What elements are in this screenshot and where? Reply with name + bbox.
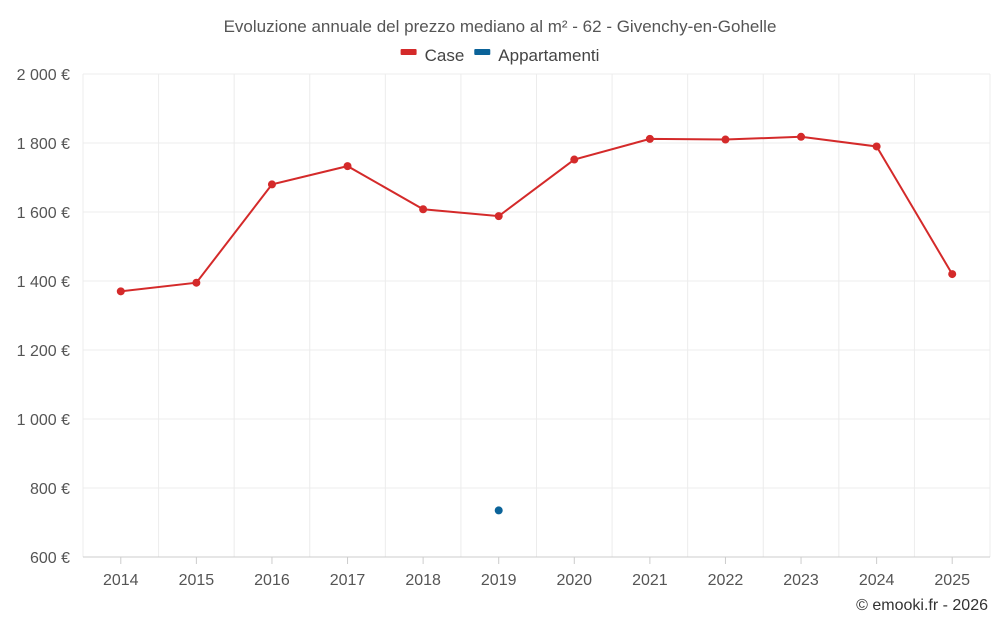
legend-item-case[interactable]: Case <box>400 46 465 65</box>
data-point-case-2018[interactable] <box>419 205 428 214</box>
legend-swatch <box>400 49 417 55</box>
y-axis: 600 € 800 € 1 000 € 1 200 € 1 400 € 1 600 € 1 … <box>17 67 70 567</box>
data-point-case-2024[interactable] <box>872 142 881 151</box>
x-tick-label: 2017 <box>330 572 366 589</box>
x-tick-label: 2014 <box>103 572 139 589</box>
data-point-case-2016[interactable] <box>267 180 276 189</box>
x-axis: 2014 2015 2016 2017 2018 2019 2020 2021 2022 2023… <box>83 556 990 589</box>
data-point-case-2023[interactable] <box>797 132 806 141</box>
data-point-case-2014[interactable] <box>116 287 125 296</box>
y-tick-label: 1 400 € <box>17 274 70 291</box>
y-tick-label: 600 € <box>30 550 70 567</box>
x-tick-label: 2020 <box>556 572 592 589</box>
y-tick-label: 1 600 € <box>17 205 70 222</box>
legend-label: Case <box>425 46 465 65</box>
series-line-case <box>120 135 954 293</box>
y-tick-label: 800 € <box>30 481 70 498</box>
x-tick-label: 2018 <box>405 572 441 589</box>
data-point-case-2022[interactable] <box>721 135 730 144</box>
legend-swatch <box>474 49 491 55</box>
x-tick-label: 2016 <box>254 572 290 589</box>
data-point-case-2019[interactable] <box>494 212 503 221</box>
data-point-case-2015[interactable] <box>192 278 201 287</box>
legend-item-appartamenti[interactable]: Appartamenti <box>474 46 599 65</box>
x-tick-label: 2023 <box>783 572 819 589</box>
data-point-case-2020[interactable] <box>570 155 579 164</box>
legend: Case Appartamenti <box>400 46 599 65</box>
data-point-case-2017[interactable] <box>343 162 352 171</box>
x-tick-label: 2019 <box>481 572 517 589</box>
x-tick-label: 2021 <box>632 572 668 589</box>
y-tick-label: 2 000 € <box>17 67 70 84</box>
y-tick-label: 1 800 € <box>17 136 70 153</box>
y-tick-label: 1 200 € <box>17 343 70 360</box>
data-point-case-2021[interactable] <box>645 134 654 143</box>
credit-text: © emooki.fr - 2026 <box>856 597 988 614</box>
x-tick-label: 2015 <box>179 572 215 589</box>
data-point-case-2025[interactable] <box>948 270 957 279</box>
x-tick-label: 2022 <box>708 572 744 589</box>
legend-label: Appartamenti <box>498 46 599 65</box>
x-tick-label: 2024 <box>859 572 895 589</box>
data-point-appartamenti-2019[interactable] <box>494 506 503 515</box>
series-layer <box>116 132 957 515</box>
y-tick-label: 1 000 € <box>17 412 70 429</box>
gridlines <box>82 73 991 558</box>
chart-title: Evoluzione annuale del prezzo mediano al… <box>224 17 777 36</box>
x-tick-label: 2025 <box>934 572 970 589</box>
